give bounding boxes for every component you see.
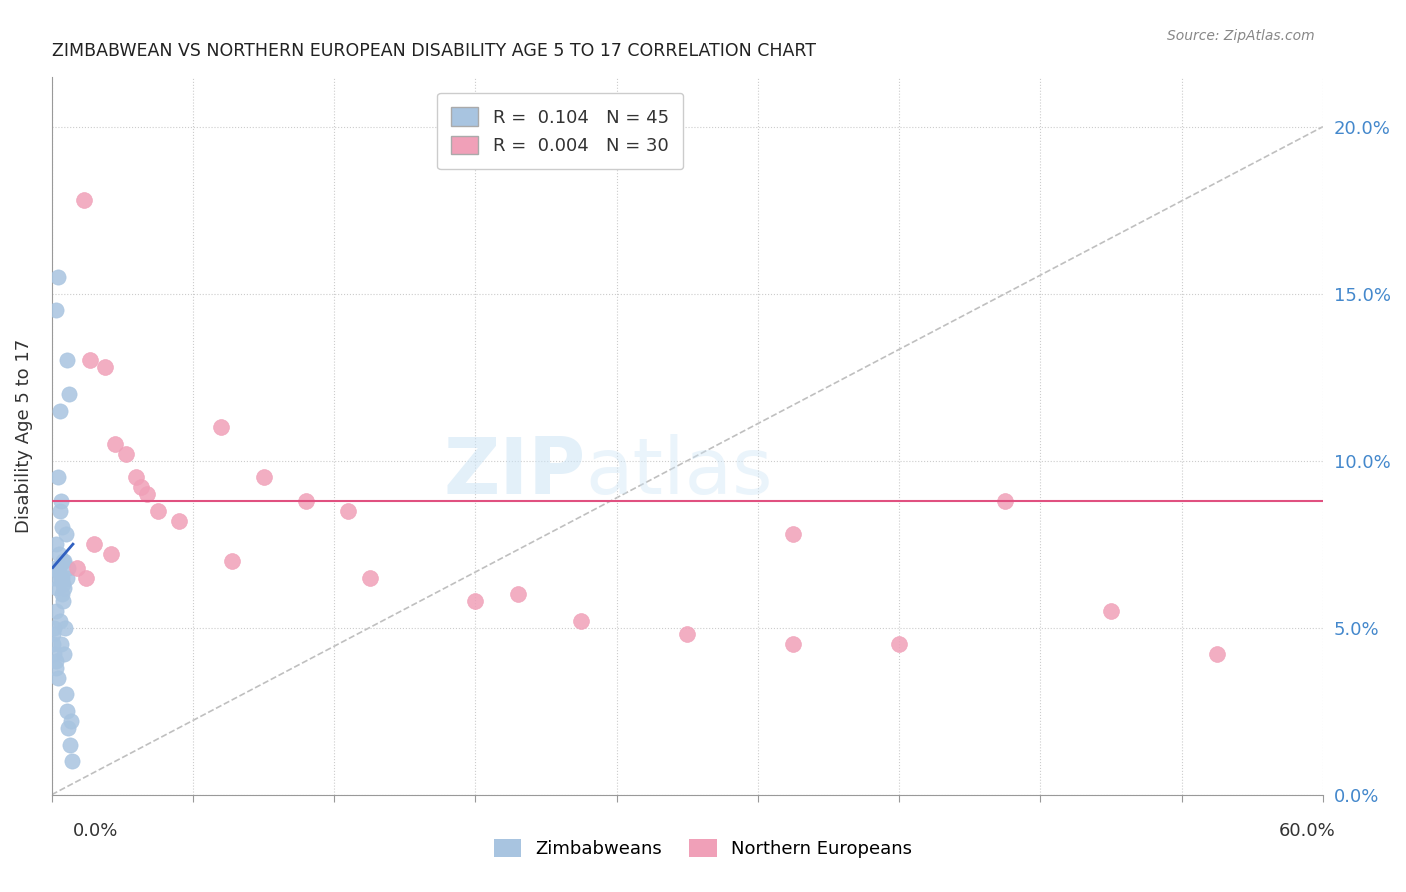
Point — [1206, 648, 1229, 662]
Point — [53, 581, 76, 595]
Point — [45, 303, 67, 318]
Point — [60, 754, 83, 768]
Point — [782, 637, 804, 651]
Point — [53, 648, 76, 662]
Point — [51, 570, 73, 584]
Point — [359, 570, 381, 584]
Point — [146, 504, 169, 518]
Point — [52, 594, 75, 608]
Point — [55, 527, 77, 541]
Point — [55, 353, 77, 368]
Point — [51, 570, 73, 584]
Point — [51, 493, 73, 508]
Point — [115, 447, 138, 461]
Point — [571, 614, 593, 628]
Point — [676, 627, 699, 641]
Point — [1099, 604, 1122, 618]
Point — [48, 547, 70, 561]
Point — [52, 554, 75, 568]
Point — [55, 570, 77, 584]
Point — [221, 554, 243, 568]
Point — [49, 504, 72, 518]
Point — [48, 560, 70, 574]
Point — [46, 470, 69, 484]
Point — [252, 470, 274, 484]
Point — [72, 193, 94, 207]
Point — [46, 270, 69, 285]
Point — [66, 560, 89, 574]
Point — [337, 504, 360, 518]
Point — [45, 537, 67, 551]
Point — [55, 688, 77, 702]
Point — [42, 637, 65, 651]
Point — [45, 654, 67, 668]
Point — [58, 721, 80, 735]
Point — [42, 621, 65, 635]
Text: Source: ZipAtlas.com: Source: ZipAtlas.com — [1167, 29, 1315, 43]
Legend: Zimbabweans, Northern Europeans: Zimbabweans, Northern Europeans — [486, 831, 920, 865]
Point — [49, 403, 72, 417]
Point — [75, 570, 97, 584]
Text: ZIMBABWEAN VS NORTHERN EUROPEAN DISABILITY AGE 5 TO 17 CORRELATION CHART: ZIMBABWEAN VS NORTHERN EUROPEAN DISABILI… — [52, 42, 815, 60]
Point — [167, 514, 190, 528]
Point — [129, 480, 152, 494]
Point — [58, 387, 80, 401]
Text: 0.0%: 0.0% — [73, 822, 118, 840]
Point — [56, 560, 79, 574]
Point — [59, 714, 82, 728]
Point — [209, 420, 232, 434]
Point — [994, 493, 1017, 508]
Point — [59, 738, 82, 752]
Point — [83, 537, 105, 551]
Point — [53, 554, 76, 568]
Point — [45, 661, 67, 675]
Text: atlas: atlas — [586, 434, 773, 509]
Point — [51, 520, 73, 534]
Point — [104, 437, 127, 451]
Point — [46, 671, 69, 685]
Point — [42, 627, 65, 641]
Point — [782, 527, 804, 541]
Point — [49, 614, 72, 628]
Point — [52, 577, 75, 591]
Point — [889, 637, 911, 651]
Point — [46, 581, 69, 595]
Point — [51, 587, 73, 601]
Point — [464, 594, 486, 608]
Point — [100, 547, 122, 561]
Point — [79, 353, 101, 368]
Point — [45, 604, 67, 618]
Point — [136, 487, 159, 501]
Point — [42, 570, 65, 584]
Point — [44, 648, 66, 662]
Point — [125, 470, 148, 484]
Point — [53, 621, 76, 635]
Point — [506, 587, 529, 601]
Point — [49, 637, 72, 651]
Point — [295, 493, 318, 508]
Text: ZIP: ZIP — [443, 434, 586, 509]
Point — [56, 704, 79, 718]
Point — [44, 560, 66, 574]
Text: 60.0%: 60.0% — [1279, 822, 1336, 840]
Point — [93, 360, 115, 375]
Y-axis label: Disability Age 5 to 17: Disability Age 5 to 17 — [15, 338, 32, 533]
Legend: R =  0.104   N = 45, R =  0.004   N = 30: R = 0.104 N = 45, R = 0.004 N = 30 — [437, 93, 683, 169]
Point — [46, 564, 69, 578]
